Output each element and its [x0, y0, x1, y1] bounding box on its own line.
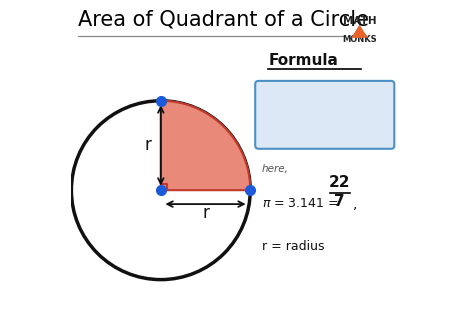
Text: r: r	[145, 137, 152, 154]
Text: $\pi r^2$: $\pi r^2$	[347, 89, 372, 108]
Text: Formula: Formula	[268, 53, 338, 67]
FancyBboxPatch shape	[255, 81, 394, 149]
Text: ,: ,	[353, 197, 357, 211]
Polygon shape	[161, 101, 250, 190]
Text: r = radius: r = radius	[262, 240, 324, 253]
Text: here,: here,	[262, 164, 289, 174]
Polygon shape	[351, 25, 368, 38]
Text: 22: 22	[329, 175, 350, 190]
Text: 7: 7	[334, 194, 345, 209]
Text: r: r	[202, 204, 209, 222]
Text: Area (A) =: Area (A) =	[267, 108, 349, 121]
Text: $\pi$ = 3.141 =: $\pi$ = 3.141 =	[262, 197, 340, 210]
Text: Area of Quadrant of a Circle: Area of Quadrant of a Circle	[78, 10, 369, 30]
Text: MONKS: MONKS	[342, 34, 377, 43]
Text: MATH: MATH	[343, 16, 376, 26]
Text: 4: 4	[354, 111, 365, 126]
